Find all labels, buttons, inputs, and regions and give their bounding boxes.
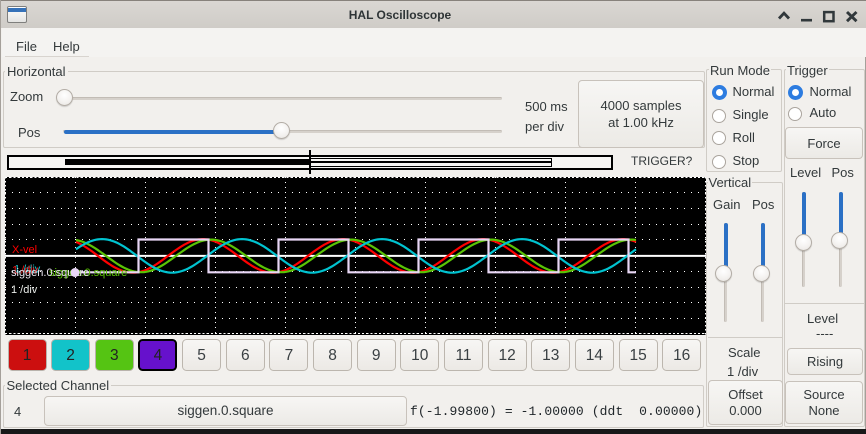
svg-text:siggen.0.square: siggen.0.square bbox=[11, 267, 89, 279]
svg-text:siggen.0.square: siggen.0.square bbox=[49, 267, 127, 279]
svg-text:1 /div: 1 /div bbox=[14, 264, 41, 276]
svg-text:X-vel: X-vel bbox=[12, 244, 37, 256]
svg-text:1 /div: 1 /div bbox=[11, 284, 38, 296]
svg-text:1 /div: 1 /div bbox=[12, 265, 39, 277]
